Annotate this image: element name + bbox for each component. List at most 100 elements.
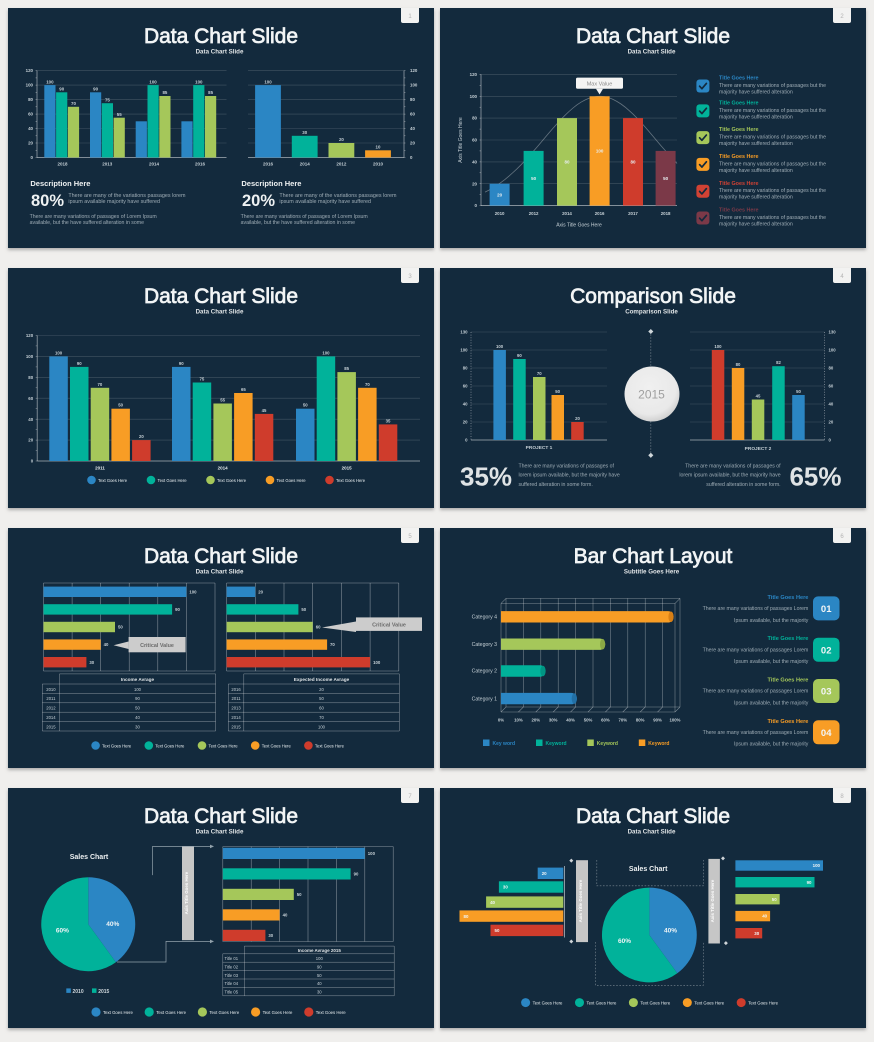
svg-text:Text Goes Here: Text Goes Here bbox=[103, 1010, 133, 1015]
svg-text:82: 82 bbox=[776, 360, 781, 365]
svg-text:Text Goes Here: Text Goes Here bbox=[98, 478, 128, 483]
svg-text:80: 80 bbox=[472, 116, 477, 121]
svg-text:80: 80 bbox=[564, 160, 570, 165]
svg-text:70: 70 bbox=[319, 715, 324, 720]
svg-text:Category 4: Category 4 bbox=[472, 615, 497, 621]
svg-text:100: 100 bbox=[410, 83, 418, 88]
svg-text:Title Goes Here: Title Goes Here bbox=[767, 636, 808, 642]
svg-text:70: 70 bbox=[71, 101, 76, 106]
svg-text:90: 90 bbox=[93, 87, 98, 92]
svg-text:45: 45 bbox=[262, 408, 267, 413]
svg-text:70: 70 bbox=[98, 382, 103, 387]
svg-text:30: 30 bbox=[503, 885, 508, 890]
svg-text:120: 120 bbox=[26, 68, 34, 73]
svg-text:majority have suffered altera: majority have suffered alteration bbox=[719, 195, 793, 201]
svg-text:40: 40 bbox=[410, 126, 415, 131]
svg-text:100: 100 bbox=[189, 589, 197, 594]
svg-text:5: 5 bbox=[408, 534, 412, 540]
svg-text:85: 85 bbox=[162, 90, 167, 95]
svg-text:Text Goes Here: Text Goes Here bbox=[277, 478, 307, 483]
svg-text:Text Goes Here: Text Goes Here bbox=[102, 743, 132, 748]
svg-text:100: 100 bbox=[26, 83, 34, 88]
svg-text:Max Value: Max Value bbox=[587, 81, 613, 87]
svg-text:40: 40 bbox=[463, 402, 468, 407]
svg-text:100: 100 bbox=[316, 956, 324, 961]
svg-text:90: 90 bbox=[317, 964, 322, 969]
svg-text:PROJECT 1: PROJECT 1 bbox=[526, 445, 553, 451]
svg-text:Data Chart Slide: Data Chart Slide bbox=[628, 829, 676, 836]
svg-text:100: 100 bbox=[264, 79, 272, 84]
svg-text:100: 100 bbox=[134, 687, 142, 692]
svg-text:2010: 2010 bbox=[46, 687, 56, 692]
svg-text:2017: 2017 bbox=[628, 211, 638, 216]
svg-text:There are many variations of p: There are many variations of passages Lo… bbox=[703, 606, 809, 612]
svg-text:90: 90 bbox=[179, 361, 184, 366]
svg-text:20%: 20% bbox=[242, 192, 275, 210]
svg-text:Title Goes Here: Title Goes Here bbox=[719, 181, 758, 187]
svg-text:2016: 2016 bbox=[263, 162, 274, 167]
svg-text:Bar Chart Layout: Bar Chart Layout bbox=[574, 545, 733, 568]
svg-text:60%: 60% bbox=[56, 928, 69, 935]
svg-text:2012: 2012 bbox=[46, 706, 56, 711]
svg-text:Text Goes Here: Text Goes Here bbox=[694, 1000, 724, 1005]
svg-text:There are many of the variatio: There are many of the variations passage… bbox=[68, 193, 186, 199]
svg-text:100: 100 bbox=[714, 344, 722, 349]
svg-text:Sales Chart: Sales Chart bbox=[70, 854, 109, 861]
svg-text:There are many variations of p: There are many variations of passages of bbox=[685, 464, 781, 470]
svg-text:There are many variations of p: There are many variations of passages of… bbox=[30, 214, 157, 220]
svg-text:Data Chart Slide: Data Chart Slide bbox=[576, 805, 730, 828]
svg-text:80: 80 bbox=[829, 366, 834, 371]
svg-text:20: 20 bbox=[339, 137, 344, 142]
svg-text:20: 20 bbox=[472, 181, 477, 186]
svg-text:Title 04: Title 04 bbox=[225, 981, 239, 986]
svg-text:Data Chart Slide: Data Chart Slide bbox=[196, 569, 244, 576]
svg-text:20: 20 bbox=[28, 141, 33, 146]
svg-text:Text Goes Here: Text Goes Here bbox=[336, 478, 366, 483]
svg-text:Text Goes Here: Text Goes Here bbox=[156, 1010, 186, 1015]
svg-text:2014: 2014 bbox=[562, 211, 572, 216]
svg-text:2012: 2012 bbox=[336, 162, 347, 167]
svg-text:40: 40 bbox=[829, 402, 834, 407]
svg-text:Comparison Slide: Comparison Slide bbox=[625, 309, 678, 316]
svg-text:100: 100 bbox=[149, 79, 157, 84]
svg-text:120: 120 bbox=[26, 333, 34, 338]
svg-text:50: 50 bbox=[319, 696, 324, 701]
svg-text:90: 90 bbox=[77, 361, 82, 366]
svg-text:100: 100 bbox=[318, 724, 326, 729]
svg-text:Data Chart Slide: Data Chart Slide bbox=[196, 829, 244, 836]
svg-text:0%: 0% bbox=[498, 718, 504, 723]
svg-text:2014: 2014 bbox=[300, 162, 311, 167]
svg-text:Text Goes Here: Text Goes Here bbox=[640, 1000, 670, 1005]
svg-text:There are many variations of p: There are many variations of passages Lo… bbox=[703, 689, 809, 695]
svg-text:Title 05: Title 05 bbox=[225, 990, 239, 995]
svg-text:Critical Value: Critical Value bbox=[372, 622, 406, 628]
svg-text:Category 3: Category 3 bbox=[472, 642, 497, 648]
svg-text:75: 75 bbox=[105, 97, 110, 102]
svg-text:20: 20 bbox=[542, 871, 547, 876]
svg-text:2014: 2014 bbox=[46, 715, 56, 720]
svg-text:90: 90 bbox=[807, 880, 812, 885]
svg-text:Title Goes Here: Title Goes Here bbox=[719, 101, 758, 107]
svg-text:50: 50 bbox=[297, 892, 302, 897]
svg-text:2013: 2013 bbox=[102, 162, 113, 167]
svg-text:Income Avrage 2015: Income Avrage 2015 bbox=[298, 948, 342, 953]
svg-text:Text Goes Here: Text Goes Here bbox=[587, 1000, 617, 1005]
svg-text:45: 45 bbox=[756, 394, 761, 399]
svg-text:50: 50 bbox=[135, 706, 140, 711]
svg-text:100: 100 bbox=[829, 348, 837, 353]
svg-text:70: 70 bbox=[365, 382, 370, 387]
svg-text:6: 6 bbox=[840, 534, 844, 540]
svg-text:70%: 70% bbox=[618, 718, 627, 723]
svg-text:2: 2 bbox=[840, 14, 844, 20]
svg-text:90: 90 bbox=[135, 696, 140, 701]
svg-text:Category 1: Category 1 bbox=[472, 696, 497, 702]
svg-text:80: 80 bbox=[463, 366, 468, 371]
svg-text:Expected Income Avrage: Expected Income Avrage bbox=[294, 677, 350, 682]
svg-text:01: 01 bbox=[821, 604, 832, 615]
svg-text:Text Goes Here: Text Goes Here bbox=[217, 478, 247, 483]
svg-text:suffered alteration in some fo: suffered alteration in some form. bbox=[519, 482, 593, 488]
svg-text:40%: 40% bbox=[106, 921, 119, 928]
svg-text:100: 100 bbox=[596, 149, 604, 154]
svg-text:40%: 40% bbox=[664, 927, 677, 934]
svg-text:Title 03: Title 03 bbox=[225, 973, 239, 978]
